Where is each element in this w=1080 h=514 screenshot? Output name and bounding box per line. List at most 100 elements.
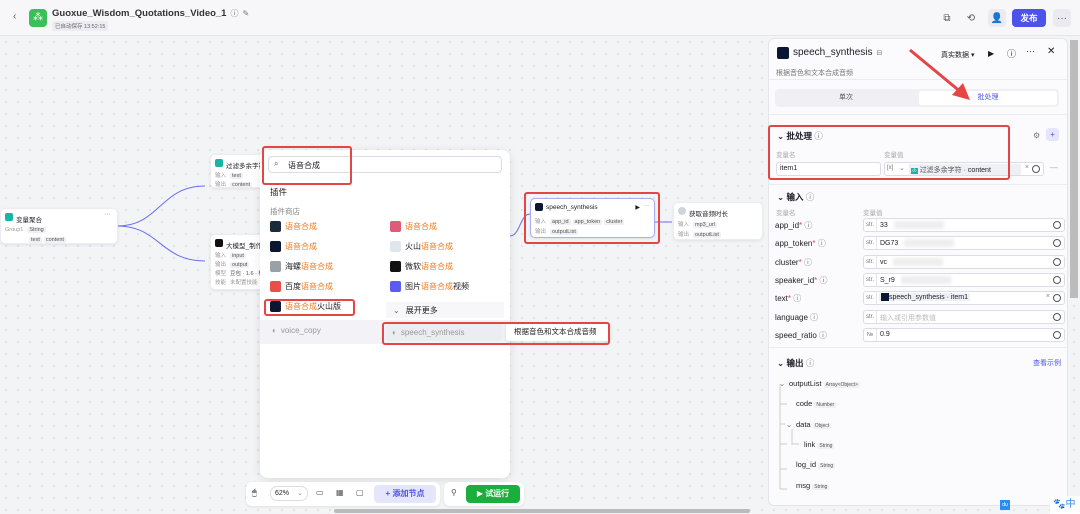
plugin-item[interactable]: 微软 语音合成 — [390, 261, 453, 272]
publish-button[interactable]: 发布 — [1012, 9, 1046, 27]
field-input[interactable]: str. vc — [863, 254, 1065, 269]
info-icon: ⓘ — [819, 330, 828, 340]
placeholder: 输入或引用参数值 — [880, 314, 936, 322]
chevron-down-icon[interactable]: ⌄ — [779, 379, 786, 388]
search-value: 语音合成 — [288, 161, 320, 170]
comment-icon[interactable]: ▭ — [316, 488, 324, 497]
batch-var-name-input[interactable]: item1 — [776, 162, 881, 176]
field-name: language — [775, 312, 808, 322]
zoom-value: 62% — [275, 490, 290, 497]
more-button[interactable]: ··· — [1053, 9, 1071, 27]
horizontal-scrollbar[interactable] — [334, 509, 750, 513]
ref-select-icon[interactable] — [1053, 294, 1061, 303]
node-more-icon[interactable]: ··· — [644, 203, 650, 209]
input-section-header[interactable]: ⌄ 输入 ⓘ — [777, 192, 815, 202]
add-batch-var-button[interactable]: + — [1046, 128, 1059, 141]
back-icon[interactable]: ‹ — [13, 11, 17, 22]
history-icon[interactable]: ⟲ — [966, 12, 976, 24]
plugin-item[interactable]: 语音合成 — [270, 241, 317, 252]
field-input[interactable]: str. 输入或引用参数值 — [863, 309, 1065, 324]
close-icon[interactable]: ✕ — [1047, 46, 1056, 57]
help-icon[interactable]: ⓘ — [1007, 49, 1017, 59]
zoom-select[interactable]: 62% ⌄ — [270, 486, 308, 501]
test-run-button[interactable]: ▶ 试运行 — [466, 485, 520, 503]
ref-select-icon[interactable] — [1053, 221, 1061, 229]
plugin-icon — [390, 221, 401, 232]
collaborators-icon[interactable]: 👤 — [988, 9, 1006, 27]
minimap-icon[interactable]: ▢ — [356, 488, 364, 497]
field-input[interactable]: str. speech_synthesis · item1 × — [863, 291, 1065, 306]
info-icon[interactable]: ⓘ — [230, 9, 239, 18]
plugin-item[interactable]: 语音合成 — [390, 221, 437, 232]
node-variable-aggregate[interactable]: 变量聚合 ··· Group1 String text content — [0, 208, 118, 244]
field-input[interactable]: str. S_r9 — [863, 272, 1065, 287]
tab-single[interactable]: 单次 — [839, 94, 853, 101]
settings-icon[interactable]: ⚙ — [1033, 131, 1041, 140]
tag: input — [230, 253, 246, 259]
ref-select-icon[interactable] — [1053, 257, 1061, 266]
ref-select-icon[interactable] — [1053, 312, 1061, 321]
search-input[interactable]: ⌕ 语音合成 — [268, 156, 502, 173]
baidu-ime-icon[interactable]: du — [1000, 500, 1010, 510]
plugin-item[interactable]: 语音合成 火山版 — [270, 301, 341, 312]
copy-icon[interactable]: ⧉ — [943, 12, 951, 24]
node-speech-synthesis[interactable]: speech_synthesis ▶ ··· 输入 app_id app_token… — [530, 198, 655, 238]
node-title: speech_synthesis — [546, 204, 598, 211]
plugin-icon — [270, 281, 281, 292]
debug-icon[interactable]: ⚲ — [451, 488, 457, 497]
required-mark: * — [812, 239, 816, 249]
output-section-header[interactable]: ⌄ 输出 ⓘ — [777, 358, 815, 368]
ref-select-icon[interactable] — [1053, 330, 1061, 339]
plugin-item[interactable]: 火山 语音合成 — [390, 241, 453, 252]
ime-indicator[interactable]: 🐾中 — [1050, 496, 1080, 514]
run-node-icon[interactable]: ▶ — [635, 205, 640, 211]
ref-select-icon[interactable] — [1053, 239, 1061, 248]
edit-icon[interactable]: ✎ — [242, 9, 250, 18]
more-icon[interactable]: ··· — [1026, 46, 1035, 56]
plugin-label-prefix: 微软 — [405, 262, 421, 271]
type-badge: str. — [864, 219, 877, 231]
clear-icon[interactable]: × — [1045, 293, 1050, 301]
run-icon[interactable]: ▶ — [988, 49, 995, 58]
add-node-button[interactable]: + 添加节点 — [374, 485, 436, 503]
field-input[interactable]: № 0.9 — [863, 327, 1065, 342]
tag: app_id — [550, 219, 571, 225]
input-field-cluster: cluster* ⓘ str. vc — [775, 254, 1065, 269]
batch-section-header[interactable]: ⌄ 批处理 ⓘ — [777, 131, 823, 141]
vertical-scrollbar[interactable] — [1070, 40, 1078, 298]
label: 模型 — [215, 271, 227, 277]
data-mode-select[interactable]: 真实数据 ▾ — [941, 52, 975, 59]
layout-icon[interactable]: ▦ — [336, 488, 344, 497]
mouse-mode-icon[interactable]: 🖱 — [252, 488, 257, 497]
ref-select-icon[interactable] — [1032, 165, 1040, 173]
plugin-icon — [390, 281, 401, 292]
plugin-item[interactable]: 百度 语音合成 — [270, 281, 333, 292]
plugin-item[interactable]: 图片 语音合成 视频 — [390, 281, 469, 292]
type-badge: str. — [864, 255, 877, 268]
plugin-label-prefix: 火山 — [405, 242, 421, 251]
label: 输出 — [215, 182, 227, 188]
view-example-link[interactable]: 查看示例 — [1033, 360, 1061, 367]
add-node-popup: ⌕ 语音合成 插件 插件商店 语音合成 语音合成 语音合成 火山 语音合成 海螺 语音合成微… — [260, 150, 610, 478]
tool-speech-synthesis[interactable]: ◐ speech_synthesis — [386, 323, 502, 341]
tool-voice-copy[interactable]: ◐ voice_copy — [272, 326, 321, 335]
node-get-audio-duration[interactable]: 获取音频时长 输入 mp3_url 输出 outputList — [673, 202, 763, 240]
plugin-info-icon: ⊟ — [876, 49, 883, 57]
ref-select-icon[interactable] — [1053, 275, 1061, 284]
plugin-item[interactable]: 语音合成 — [270, 221, 317, 232]
output-name: log_id — [796, 460, 817, 470]
type-select[interactable]: [x] — [887, 165, 894, 171]
node-more-icon[interactable]: ··· — [104, 211, 111, 218]
clear-icon[interactable]: × — [1024, 164, 1029, 171]
tag: text — [230, 173, 243, 179]
field-input[interactable]: str. 33 — [863, 218, 1065, 232]
chevron-down-icon[interactable]: ⌄ — [786, 419, 793, 429]
batch-var-value-input[interactable]: [x] ⌄ ‹/› 过滤多余字符 · content × — [884, 162, 1044, 176]
name-label: 变量名 — [776, 210, 796, 217]
expand-more-button[interactable]: ⌄ 展开更多 — [386, 302, 504, 318]
plugin-item[interactable]: 海螺 语音合成 — [270, 261, 333, 272]
field-input[interactable]: str. DG73 — [863, 236, 1065, 251]
output-type: String — [812, 483, 830, 490]
top-bar: ‹ ⁂ Guoxue_Wisdom_Quotations_Video_1 ⓘ ✎… — [0, 0, 1080, 36]
remove-icon[interactable]: — — [1050, 163, 1058, 172]
